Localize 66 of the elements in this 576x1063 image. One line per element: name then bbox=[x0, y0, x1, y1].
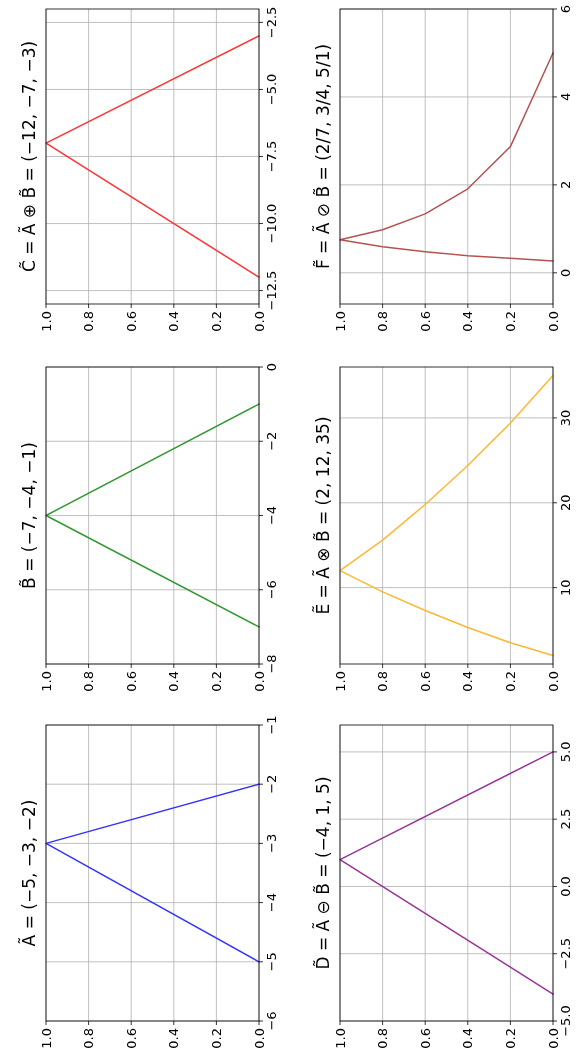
y-tick-label: −7.5 bbox=[263, 140, 279, 173]
x-tick-label: 0.8 bbox=[375, 311, 391, 332]
x-tick-label: 0.8 bbox=[81, 671, 97, 692]
text: F̃ = Ã ⊘ B̃ = (2/7, 3/4, 5/1) bbox=[312, 43, 333, 270]
y-tick-label: −1 bbox=[263, 715, 279, 735]
x-tick-label: 0.2 bbox=[502, 311, 518, 332]
y-tick-label: −3 bbox=[263, 833, 279, 853]
y-tick-label: 20 bbox=[557, 494, 573, 512]
x-tick-label: 0.6 bbox=[417, 311, 433, 332]
y-tick-label: 0.0 bbox=[557, 876, 573, 897]
x-tick-label: 0.4 bbox=[460, 671, 476, 692]
y-tick-label: 30 bbox=[557, 409, 573, 427]
x-tick-label: 0.2 bbox=[208, 311, 224, 332]
y-tick-label: −12.5 bbox=[263, 270, 279, 311]
x-tick-label: 0.4 bbox=[460, 311, 476, 332]
y-tick-label: −2 bbox=[263, 431, 279, 451]
x-tick-label: 1.0 bbox=[332, 671, 348, 692]
x-tick-label: 0.2 bbox=[208, 1028, 224, 1049]
text: C̃ = Ã ⊕ B̃ = (−12, −7, −3) bbox=[18, 40, 39, 273]
x-tick-label: 0.4 bbox=[460, 1028, 476, 1049]
x-tick-label: 1.0 bbox=[38, 671, 54, 692]
x-tick-label: 0.6 bbox=[417, 671, 433, 692]
x-tick-label: 0.6 bbox=[417, 1028, 433, 1049]
x-tick-label: 0.8 bbox=[81, 1028, 97, 1049]
x-tick-label: 1.0 bbox=[332, 1028, 348, 1049]
x-tick-label: 0.2 bbox=[502, 1028, 518, 1049]
y-tick-label: 2 bbox=[557, 180, 573, 189]
y-tick-label: −6 bbox=[263, 580, 279, 600]
x-tick-label: 1.0 bbox=[38, 1028, 54, 1049]
y-tick-label: −5 bbox=[263, 952, 279, 972]
x-tick-label: 0.6 bbox=[123, 1028, 139, 1049]
x-tick-label: 1.0 bbox=[38, 311, 54, 332]
text: Ã = (−5, −3, −2) bbox=[18, 799, 39, 947]
y-tick-label: −2 bbox=[263, 774, 279, 794]
y-tick-label: −5.0 bbox=[557, 1005, 573, 1037]
x-tick-label: 0.8 bbox=[375, 1028, 391, 1049]
text: B̃ = (−7, −4, −1) bbox=[18, 442, 39, 589]
y-tick-label: 0 bbox=[263, 362, 279, 372]
line-series bbox=[339, 374, 554, 657]
x-tick-label: 0.6 bbox=[123, 311, 139, 332]
x-tick-label: 0.6 bbox=[123, 671, 139, 692]
x-tick-label: 0.2 bbox=[208, 671, 224, 692]
y-tick-label: −5.0 bbox=[263, 73, 279, 106]
y-tick-label: 6 bbox=[557, 4, 573, 14]
x-tick-label: 0.4 bbox=[166, 671, 182, 692]
y-tick-label: −10.0 bbox=[263, 203, 279, 244]
x-tick-label: 0.2 bbox=[502, 671, 518, 692]
x-tick-label: 0.4 bbox=[166, 1028, 182, 1049]
text: Ẽ = Ã ⊗ B̃ = (2, 12, 35) bbox=[312, 416, 333, 615]
x-tick-label: 1.0 bbox=[332, 311, 348, 332]
text: D̃ = Ã ⊖ B̃ = (−4, 1, 5) bbox=[312, 776, 333, 970]
y-tick-label: −4 bbox=[263, 893, 279, 913]
y-tick-label: 10 bbox=[557, 579, 573, 596]
x-tick-label: 0.8 bbox=[81, 311, 97, 332]
y-tick-label: 0 bbox=[557, 268, 573, 277]
y-tick-label: −4 bbox=[263, 505, 279, 526]
y-tick-label: −2.5 bbox=[557, 937, 573, 970]
x-tick-label: 0.4 bbox=[166, 311, 182, 332]
y-tick-label: 4 bbox=[557, 92, 573, 102]
y-tick-label: −8 bbox=[263, 654, 279, 674]
y-tick-label: 2.5 bbox=[557, 808, 573, 830]
y-tick-label: −6 bbox=[263, 1011, 279, 1031]
y-tick-label: 5.0 bbox=[557, 741, 573, 763]
line-series bbox=[339, 52, 554, 262]
y-tick-label: −2.5 bbox=[263, 6, 279, 39]
x-tick-label: 0.8 bbox=[375, 671, 391, 692]
